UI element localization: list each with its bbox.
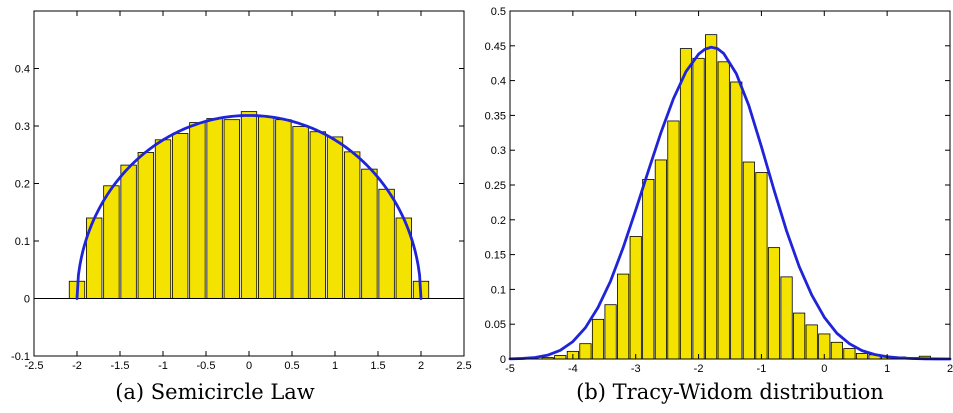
bar [742,161,755,360]
y-tick-label: 0.25 [485,180,506,192]
y-tick-label: 0 [24,294,30,306]
bar [705,34,718,360]
x-tick-label: -1.5 [111,360,130,372]
bar [830,341,843,360]
x-tick-label: 0 [246,360,252,372]
bar [780,276,793,360]
bar [137,152,154,299]
y-tick-label: 0.3 [491,145,506,157]
y-tick-label: 0.4 [491,76,506,88]
density-curve [508,45,952,361]
y-tick-label: 0.35 [485,110,506,122]
bar [617,273,630,360]
x-tick-label: 0.5 [284,360,299,372]
x-tick-label: 2 [418,360,424,372]
bar [805,324,818,360]
x-tick-label: 0 [821,363,827,375]
x-tick-label: -2 [694,363,704,375]
x-tick-label: -5 [505,363,515,375]
bar [223,119,240,299]
y-tick-label: 0.1 [491,284,506,296]
bar [855,353,869,360]
bar [361,168,378,299]
x-tick-label: 1.5 [370,360,385,372]
y-tick-label: 0.4 [15,64,30,76]
bar [654,159,667,360]
y-tick-label: 0 [500,354,506,366]
x-tick-label: -1 [158,360,168,372]
x-tick-label: 2.5 [456,360,471,372]
bar [275,119,292,299]
bar [692,57,705,360]
bar [258,116,275,299]
x-tick-label: -4 [568,363,578,375]
bar [344,151,361,299]
bar [240,111,258,299]
bar [292,126,309,299]
y-tick-label: 0.1 [15,236,30,248]
bar [629,236,642,360]
x-tick-label: 1 [332,360,338,372]
bar [730,81,743,360]
bar [172,133,189,299]
bar [120,164,137,299]
x-tick-label: -3 [631,363,641,375]
y-tick-label: 0.05 [485,319,506,331]
x-tick-label: -2.5 [25,360,44,372]
x-tick-label: -0.5 [197,360,216,372]
y-tick-label: 0.5 [491,6,506,18]
bar [679,48,693,360]
bar [667,120,680,360]
bar [579,343,592,360]
bar [843,348,856,360]
x-tick-label: -1 [757,363,767,375]
density-curve [75,114,423,300]
y-tick-label: 0.2 [491,215,506,227]
bar [309,131,326,299]
caption-b: (b) Tracy-Widom distribution [576,380,884,404]
bar [604,304,617,360]
bar [154,139,172,299]
y-tick-label: 0.15 [485,250,506,262]
bar [591,318,605,360]
bar [103,185,120,299]
y-tick-label: 0.45 [485,41,506,53]
y-tick-label: -0.1 [11,351,30,363]
bar [717,61,730,360]
bar [326,136,344,299]
bar [755,172,768,360]
bar [767,247,781,360]
bar [206,118,223,299]
bar [642,179,655,360]
x-tick-label: 1 [884,363,890,375]
panel-a-semicircle-law: -2.5 -2 -1.5 -1 -0.5 0 0.5 1 1.5 2 2.5 -0.1 0 0.1 0.2 0… [11,10,472,372]
x-tick-label: -2 [72,360,82,372]
bar [378,188,395,299]
bar [793,312,806,360]
caption-a: (a) Semicircle Law [115,380,315,404]
bar [554,355,567,360]
x-tick-label: 2 [947,363,953,375]
bar [189,122,206,299]
panel-b-tracy-widom: -5 -4 -3 -2 -1 0 1 2 0 0.05 0.1 0.15 0.2 0.25 0.3 0.35 0… [485,6,953,375]
y-tick-label: 0.2 [15,179,30,191]
y-tick-label: 0.3 [15,121,30,133]
